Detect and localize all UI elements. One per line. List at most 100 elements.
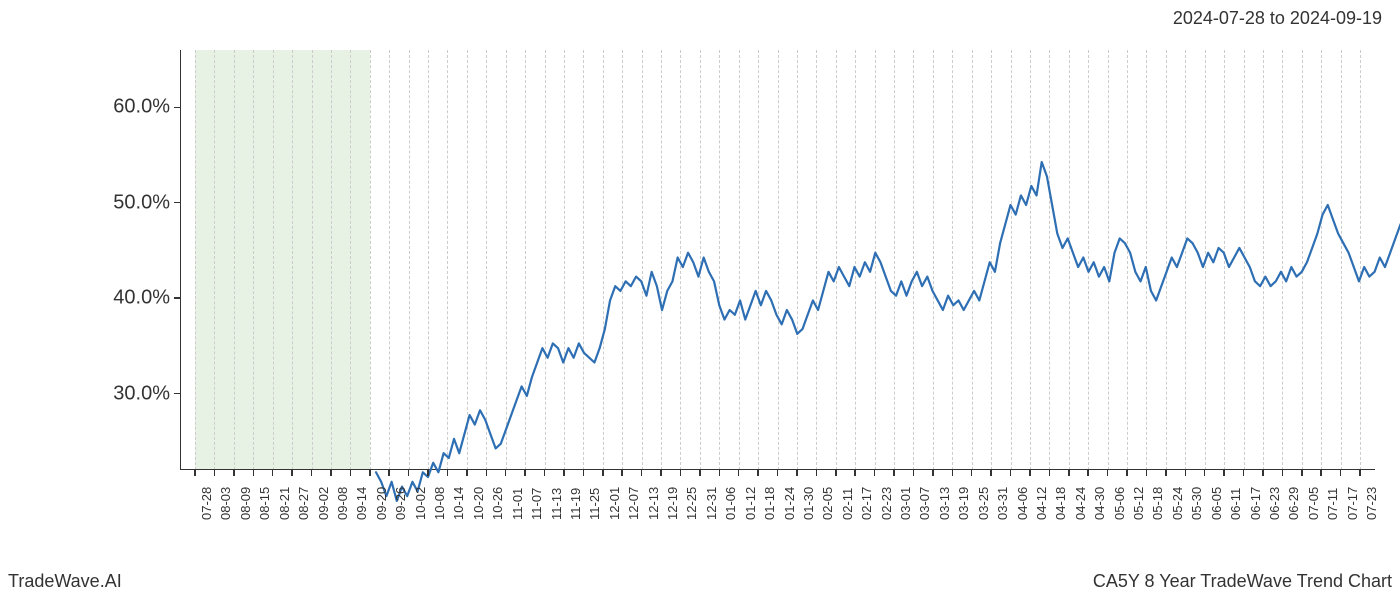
x-tick-label: 09-26 bbox=[393, 487, 408, 520]
y-tick-label: 60.0% bbox=[113, 96, 170, 119]
x-tick-mark bbox=[1068, 470, 1070, 476]
x-tick-label: 02-11 bbox=[840, 488, 855, 520]
x-tick-mark bbox=[544, 470, 546, 476]
x-tick-mark bbox=[854, 470, 856, 476]
x-tick-mark bbox=[971, 470, 973, 476]
x-tick-mark bbox=[194, 470, 196, 476]
x-tick-label: 12-01 bbox=[607, 487, 622, 520]
y-tick-mark bbox=[174, 297, 180, 299]
x-tick-mark bbox=[777, 470, 779, 476]
x-tick-label: 07-17 bbox=[1345, 487, 1360, 520]
x-tick-mark bbox=[233, 470, 235, 476]
x-tick-mark bbox=[893, 470, 895, 476]
y-tick-mark bbox=[174, 107, 180, 109]
x-tick-label: 04-24 bbox=[1073, 487, 1088, 520]
x-tick-mark bbox=[874, 470, 876, 476]
x-tick-mark bbox=[913, 470, 915, 476]
x-tick-mark bbox=[369, 470, 371, 476]
x-tick-label: 01-12 bbox=[743, 487, 758, 520]
x-tick-label: 10-26 bbox=[490, 487, 505, 520]
x-tick-mark bbox=[330, 470, 332, 476]
x-tick-mark bbox=[524, 470, 526, 476]
x-tick-label: 07-11 bbox=[1325, 488, 1340, 520]
x-tick-mark bbox=[1359, 470, 1361, 476]
x-tick-mark bbox=[1146, 470, 1148, 476]
x-tick-label: 01-24 bbox=[782, 487, 797, 520]
x-tick-mark bbox=[1282, 470, 1284, 476]
x-tick-label: 12-19 bbox=[665, 487, 680, 520]
x-tick-label: 08-21 bbox=[277, 487, 292, 520]
x-tick-label: 03-07 bbox=[917, 487, 932, 520]
y-tick-label: 40.0% bbox=[113, 287, 170, 310]
x-tick-label: 08-15 bbox=[257, 487, 272, 520]
chart-plot-area bbox=[180, 50, 1375, 470]
x-tick-mark bbox=[990, 470, 992, 476]
x-tick-mark bbox=[1165, 470, 1167, 476]
x-tick-mark bbox=[699, 470, 701, 476]
x-tick-mark bbox=[272, 470, 274, 476]
x-tick-mark bbox=[1107, 470, 1109, 476]
x-tick-label: 05-06 bbox=[1112, 487, 1127, 520]
x-tick-label: 01-06 bbox=[723, 487, 738, 520]
x-tick-label: 08-27 bbox=[296, 487, 311, 520]
x-tick-label: 03-13 bbox=[937, 487, 952, 520]
x-tick-mark bbox=[253, 470, 255, 476]
x-tick-label: 04-12 bbox=[1034, 487, 1049, 520]
x-tick-label: 07-05 bbox=[1306, 487, 1321, 520]
x-tick-label: 12-13 bbox=[646, 487, 661, 520]
y-tick-label: 30.0% bbox=[113, 382, 170, 405]
x-tick-mark bbox=[1126, 470, 1128, 476]
x-tick-mark bbox=[1185, 470, 1187, 476]
x-tick-mark bbox=[1243, 470, 1245, 476]
x-tick-mark bbox=[311, 470, 313, 476]
x-tick-label: 10-08 bbox=[432, 487, 447, 520]
x-tick-mark bbox=[1204, 470, 1206, 476]
x-tick-mark bbox=[680, 470, 682, 476]
x-tick-mark bbox=[447, 470, 449, 476]
x-tick-label: 03-01 bbox=[898, 487, 913, 520]
x-tick-label: 01-30 bbox=[801, 487, 816, 520]
x-tick-label: 08-09 bbox=[238, 487, 253, 520]
x-tick-label: 05-30 bbox=[1189, 487, 1204, 520]
x-tick-label: 04-06 bbox=[1015, 487, 1030, 520]
x-tick-mark bbox=[796, 470, 798, 476]
x-tick-label: 12-25 bbox=[684, 487, 699, 520]
x-tick-label: 11-01 bbox=[510, 488, 525, 520]
y-tick-mark bbox=[174, 393, 180, 395]
x-tick-label: 01-18 bbox=[762, 487, 777, 520]
x-tick-label: 03-31 bbox=[995, 487, 1010, 520]
x-tick-label: 09-14 bbox=[354, 487, 369, 520]
x-tick-mark bbox=[1320, 470, 1322, 476]
x-tick-mark bbox=[621, 470, 623, 476]
x-tick-label: 04-18 bbox=[1053, 487, 1068, 520]
x-tick-mark bbox=[1029, 470, 1031, 476]
x-tick-mark bbox=[486, 470, 488, 476]
x-tick-mark bbox=[602, 470, 604, 476]
x-tick-label: 09-20 bbox=[374, 487, 389, 520]
x-tick-label: 06-17 bbox=[1248, 487, 1263, 520]
x-tick-label: 10-02 bbox=[413, 487, 428, 520]
x-tick-label: 11-19 bbox=[568, 488, 583, 520]
x-tick-mark bbox=[1223, 470, 1225, 476]
x-tick-mark bbox=[1087, 470, 1089, 476]
x-tick-label: 06-05 bbox=[1209, 487, 1224, 520]
x-tick-mark bbox=[291, 470, 293, 476]
x-tick-label: 02-23 bbox=[879, 487, 894, 520]
x-tick-label: 12-31 bbox=[704, 487, 719, 520]
x-tick-mark bbox=[388, 470, 390, 476]
x-tick-label: 09-08 bbox=[335, 487, 350, 520]
y-tick-label: 50.0% bbox=[113, 191, 170, 214]
chart-line-svg bbox=[361, 100, 1400, 520]
x-tick-mark bbox=[1340, 470, 1342, 476]
x-tick-label: 04-30 bbox=[1092, 487, 1107, 520]
x-tick-label: 06-29 bbox=[1286, 487, 1301, 520]
x-tick-label: 07-23 bbox=[1364, 487, 1379, 520]
x-tick-mark bbox=[1301, 470, 1303, 476]
x-tick-mark bbox=[1262, 470, 1264, 476]
x-tick-label: 10-14 bbox=[451, 487, 466, 520]
x-tick-label: 11-07 bbox=[529, 488, 544, 520]
x-tick-label: 05-24 bbox=[1170, 487, 1185, 520]
x-tick-mark bbox=[214, 470, 216, 476]
chart-series-line bbox=[376, 119, 1400, 501]
x-tick-mark bbox=[932, 470, 934, 476]
